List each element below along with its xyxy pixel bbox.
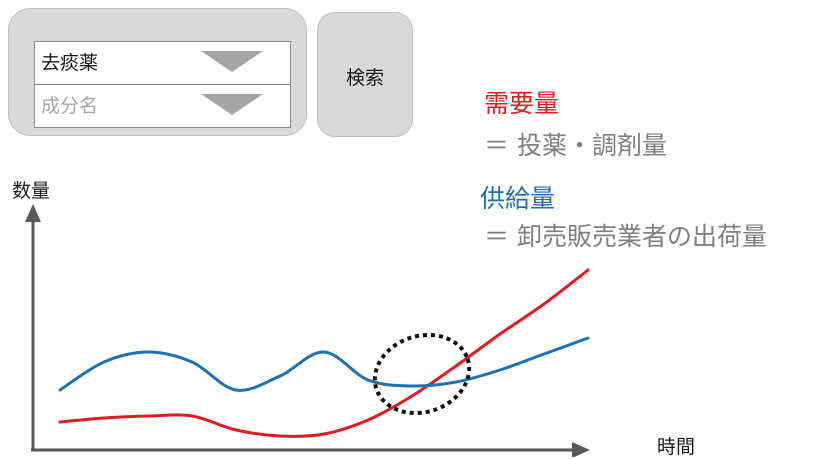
demand-series-line [58,268,590,438]
drug-category-select[interactable]: 去痰薬 [35,42,290,85]
demand-legend-description: ＝ 投薬・調剤量 [484,131,667,160]
supply-legend-description: ＝ 卸売販売業者の出荷量 [484,222,767,251]
x-axis-label: 時間 [657,436,696,458]
y-axis-label: 数量 [12,180,51,202]
x-axis-arrow-icon [572,442,590,457]
chevron-down-icon[interactable] [201,51,263,72]
y-axis-arrow-icon [25,204,41,222]
chevron-down-icon[interactable] [201,94,263,115]
supply-series-line [58,336,590,392]
ingredient-select[interactable]: 成分名 [35,85,290,128]
ingredient-select-placeholder: 成分名 [41,95,99,117]
search-button[interactable]: 検索 [317,12,413,137]
demand-legend-title: 需要量 [484,89,560,118]
supply-legend-title: 供給量 [480,184,556,213]
drug-category-select-value: 去痰薬 [41,52,99,74]
search-button-label: 検索 [345,67,384,89]
crossing-annotation-ellipse [372,332,472,416]
series-layer [58,268,590,438]
filter-select-group: 去痰薬 成分名 [34,41,291,128]
search-panel: 去痰薬 成分名 [8,8,307,136]
